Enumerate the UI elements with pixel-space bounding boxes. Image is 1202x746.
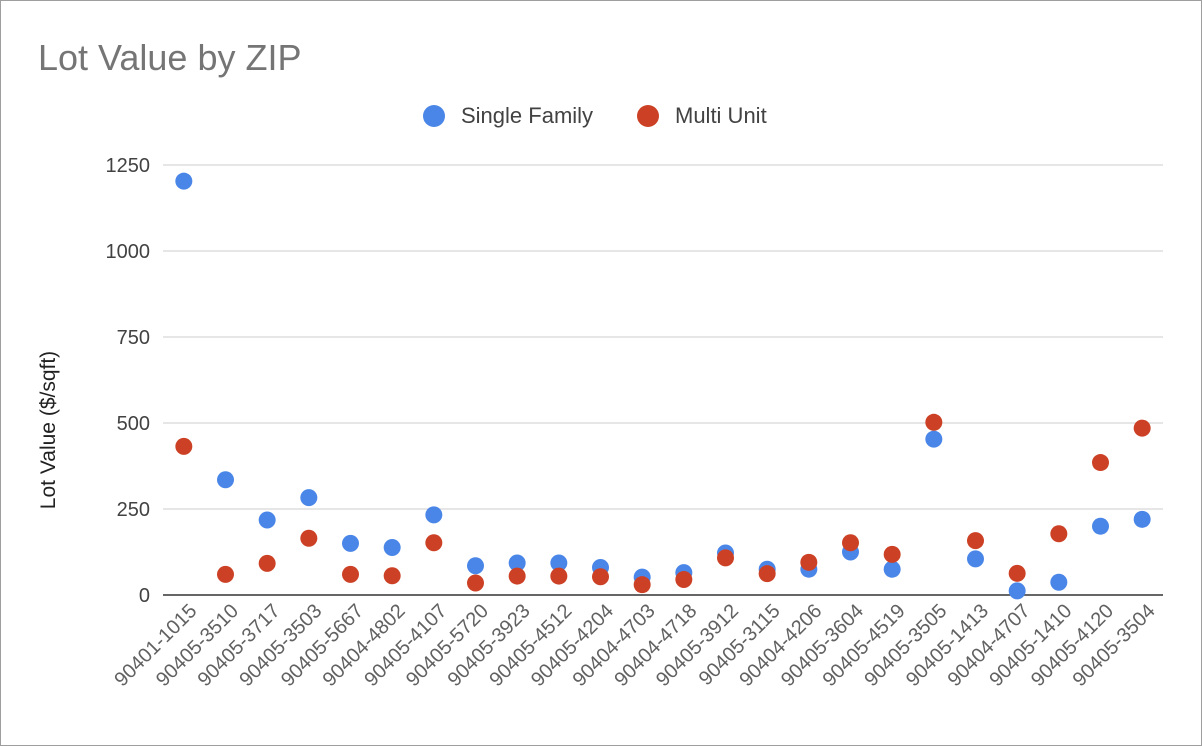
- point-single-family: [1092, 517, 1109, 535]
- point-multi-unit: [842, 534, 859, 552]
- point-single-family: [425, 506, 443, 524]
- point-single-family: [258, 511, 276, 529]
- point-single-family: [383, 539, 401, 557]
- point-multi-unit: [258, 554, 276, 572]
- point-single-family: [1008, 582, 1026, 600]
- point-single-family: [300, 489, 318, 507]
- point-single-family: [508, 554, 526, 572]
- chart-title: Lot Value by ZIP: [38, 37, 301, 78]
- point-single-family: [883, 560, 901, 578]
- y-tick-label-1250: 1250: [106, 155, 151, 177]
- legend-label-multi-unit: Multi Unit: [675, 103, 767, 128]
- point-multi-unit: [342, 565, 359, 583]
- point-multi-unit: [967, 532, 984, 550]
- point-multi-unit: [1050, 525, 1068, 543]
- legend-label-single-family: Single Family: [461, 103, 593, 128]
- point-multi-unit: [592, 568, 609, 586]
- legend-marker-multi-unit: [637, 105, 659, 127]
- point-single-family: [467, 557, 484, 575]
- y-tick-label-500: 500: [117, 413, 150, 435]
- point-multi-unit: [1008, 564, 1026, 582]
- point-single-family: [1050, 573, 1068, 591]
- gridlines: [163, 164, 1163, 596]
- x-tick-labels: 90401-101590405-351090405-371790405-3503…: [110, 600, 1159, 691]
- point-multi-unit: [758, 565, 776, 583]
- point-multi-unit: [175, 437, 193, 455]
- point-multi-unit: [383, 567, 401, 585]
- y-tick-labels: 0 250 500 750 1000 1250: [106, 155, 151, 607]
- point-multi-unit: [508, 567, 526, 585]
- point-single-family: [1133, 510, 1151, 528]
- point-single-family: [550, 554, 568, 572]
- data-points: [175, 172, 1151, 600]
- y-axis-label: Lot Value ($/sqft): [37, 351, 60, 509]
- point-single-family: [175, 172, 193, 190]
- point-multi-unit: [1092, 454, 1109, 472]
- point-multi-unit: [467, 574, 484, 592]
- point-multi-unit: [800, 553, 818, 571]
- point-multi-unit: [675, 571, 693, 589]
- y-tick-label-750: 750: [117, 327, 150, 349]
- point-single-family: [217, 471, 234, 489]
- y-tick-label-0: 0: [139, 585, 150, 607]
- point-single-family: [967, 550, 984, 568]
- y-tick-label-1000: 1000: [106, 241, 151, 263]
- legend-marker-single-family: [423, 105, 445, 127]
- point-multi-unit: [217, 565, 234, 583]
- y-tick-label-250: 250: [117, 499, 150, 521]
- point-multi-unit: [883, 545, 901, 563]
- point-single-family: [925, 430, 943, 448]
- legend: Single Family Multi Unit: [423, 103, 767, 128]
- point-multi-unit: [300, 529, 318, 547]
- point-multi-unit: [550, 567, 568, 585]
- point-single-family: [342, 534, 359, 552]
- point-multi-unit: [633, 576, 651, 594]
- point-multi-unit: [1133, 419, 1151, 437]
- point-multi-unit: [425, 534, 443, 552]
- point-multi-unit: [717, 549, 734, 567]
- point-multi-unit: [925, 413, 943, 431]
